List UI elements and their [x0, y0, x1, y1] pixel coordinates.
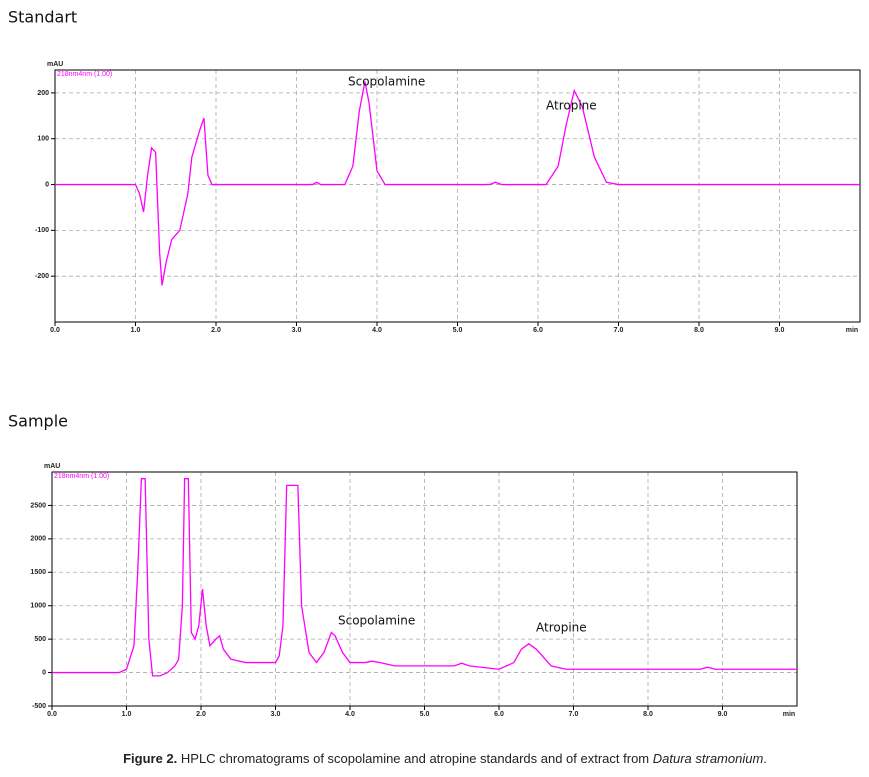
chromatogram-line — [52, 478, 797, 677]
x-tick-label: 1.0 — [122, 711, 132, 718]
x-tick-label: 4.0 — [345, 711, 355, 718]
x-tick-label: 3.0 — [292, 327, 302, 334]
y-tick-label: 2000 — [30, 536, 46, 543]
plot-area — [55, 81, 860, 286]
y-tick-label: -200 — [35, 273, 49, 280]
plot-frame — [54, 69, 861, 323]
x-tick-label: 9.0 — [718, 711, 728, 718]
x-tick-label: 4.0 — [372, 327, 382, 334]
y-tick-label: 2500 — [30, 502, 46, 509]
panel-title: Sample — [8, 412, 68, 431]
y-tick-label: 0 — [42, 669, 46, 676]
caption-end: . — [763, 751, 767, 766]
x-tick-label: 2.0 — [211, 327, 221, 334]
x-tick-label: 3.0 — [271, 711, 281, 718]
y-tick-label: 1500 — [30, 569, 46, 576]
caption-label: Figure 2. — [123, 751, 177, 766]
peak-annotation: Scopolamine — [338, 614, 415, 628]
panel-title: Standart — [8, 8, 77, 27]
caption-species: Datura stramonium — [653, 751, 764, 766]
x-tick-label: 7.0 — [614, 327, 624, 334]
y-tick-label: 200 — [37, 90, 49, 97]
plot-frame — [51, 471, 798, 707]
x-axis-label: min — [846, 327, 858, 334]
x-tick-label: 7.0 — [569, 711, 579, 718]
peak-annotation: Scopolamine — [348, 75, 425, 89]
x-tick-label: 0.0 — [50, 327, 60, 334]
legend-entry: 218nm4nm (1.00) — [54, 473, 109, 480]
caption-text: HPLC chromatograms of scopolamine and at… — [181, 751, 653, 766]
y-axis-label: mAU — [47, 61, 63, 68]
x-tick-label: 9.0 — [775, 327, 785, 334]
x-tick-label: 8.0 — [694, 327, 704, 334]
x-tick-label: 6.0 — [494, 711, 504, 718]
x-tick-label: 5.0 — [453, 327, 463, 334]
x-tick-label: 2.0 — [196, 711, 206, 718]
y-tick-label: -100 — [35, 227, 49, 234]
chromatogram-line — [55, 81, 860, 286]
y-tick-label: -500 — [32, 703, 46, 710]
y-tick-label: 1000 — [30, 603, 46, 610]
x-axis-label: min — [783, 711, 795, 718]
x-tick-label: 5.0 — [420, 711, 430, 718]
caption: Figure 2. HPLC chromatograms of scopolam… — [123, 751, 767, 766]
x-tick-label: 6.0 — [533, 327, 543, 334]
peak-annotation: Atropine — [546, 99, 597, 113]
x-tick-label: 1.0 — [131, 327, 141, 334]
legend-entry: 218nm4nm (1.00) — [57, 71, 112, 78]
x-tick-label: 8.0 — [643, 711, 653, 718]
peak-annotation: Atropine — [536, 621, 587, 635]
y-tick-label: 100 — [37, 136, 49, 143]
x-tick-label: 0.0 — [47, 711, 57, 718]
y-tick-label: 500 — [34, 636, 46, 643]
y-tick-label: 0 — [45, 181, 49, 188]
y-axis-label: mAU — [44, 463, 60, 470]
plot-area — [52, 478, 797, 677]
